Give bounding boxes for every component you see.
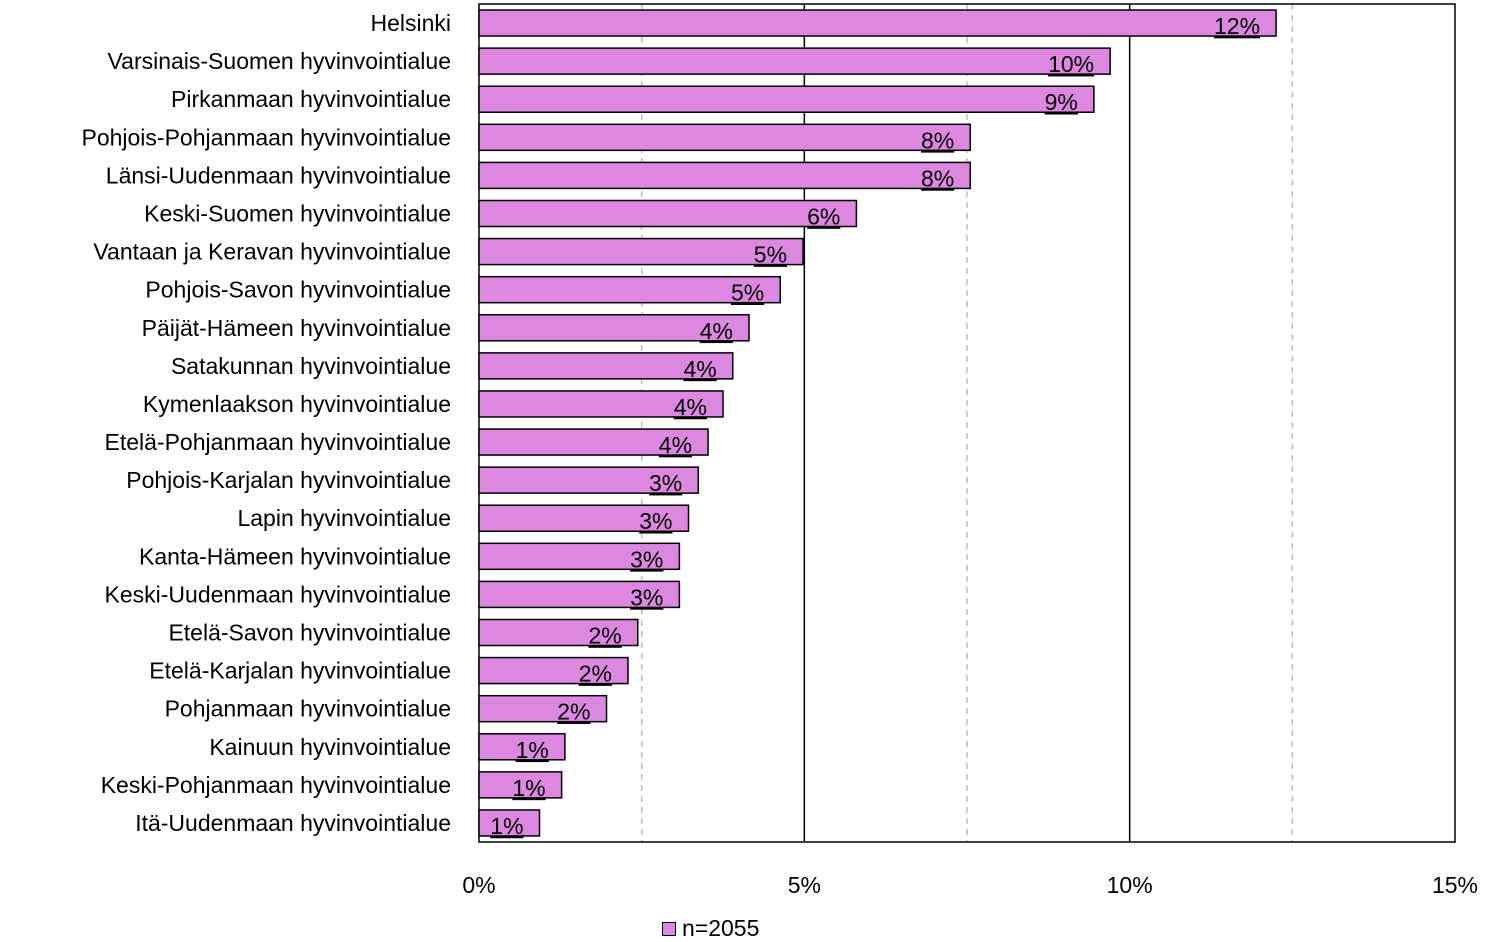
- bar: [478, 390, 724, 418]
- x-tick-label: 0%: [462, 872, 495, 898]
- data-label: 8%: [921, 165, 954, 191]
- x-tick-label: 10%: [1107, 872, 1153, 898]
- category-label: Vantaan ja Keravan hyvinvointialue: [93, 239, 451, 265]
- bar: [478, 161, 972, 190]
- category-label: Pirkanmaan hyvinvointialue: [171, 86, 451, 112]
- category-label: Pohjois-Pohjanmaan hyvinvointialue: [81, 124, 451, 150]
- bar: [478, 9, 1277, 37]
- category-label: Etelä-Karjalan hyvinvointialue: [149, 658, 451, 684]
- bar: [478, 466, 700, 494]
- bar: [478, 542, 681, 571]
- data-label: 3%: [630, 584, 663, 610]
- category-label: Etelä-Pohjanmaan hyvinvointialue: [105, 429, 452, 455]
- data-label: 1%: [490, 813, 523, 839]
- data-label: 4%: [659, 432, 692, 458]
- category-label: Itä-Uudenmaan hyvinvointialue: [135, 810, 451, 836]
- category-label: Päijät-Hämeen hyvinvointialue: [142, 315, 451, 341]
- bar: [478, 656, 629, 685]
- data-label: 9%: [1045, 89, 1078, 115]
- data-label: 5%: [731, 280, 764, 306]
- bar: [478, 809, 541, 837]
- category-label: Pohjois-Savon hyvinvointialue: [145, 277, 451, 303]
- bar: [478, 428, 709, 456]
- data-label: 1%: [516, 737, 549, 763]
- data-label: 3%: [630, 546, 663, 572]
- category-label: Pohjois-Karjalan hyvinvointialue: [126, 467, 451, 493]
- bar: [478, 771, 563, 799]
- category-label: Kymenlaakson hyvinvointialue: [143, 391, 451, 417]
- bar: [478, 314, 750, 342]
- category-label: Lapin hyvinvointialue: [237, 505, 451, 531]
- bar: [478, 504, 690, 532]
- category-label: Varsinais-Suomen hyvinvointialue: [108, 48, 451, 74]
- data-label: 4%: [700, 318, 733, 344]
- data-label: 3%: [649, 470, 682, 496]
- category-label: Länsi-Uudenmaan hyvinvointialue: [106, 162, 451, 188]
- data-label: 6%: [807, 204, 840, 230]
- category-label: Kanta-Hämeen hyvinvointialue: [139, 543, 451, 569]
- bar: [478, 47, 1111, 75]
- bar: [478, 580, 681, 609]
- category-label: Kainuun hyvinvointialue: [209, 734, 451, 760]
- data-label: 8%: [921, 127, 954, 153]
- bar: [478, 733, 566, 761]
- bar: [478, 123, 972, 152]
- bar: [478, 85, 1095, 113]
- data-label: 3%: [639, 508, 672, 534]
- data-label: 2%: [557, 699, 590, 725]
- category-label: Keski-Suomen hyvinvointialue: [144, 201, 451, 227]
- data-label: 4%: [684, 356, 717, 382]
- bar: [478, 618, 639, 647]
- category-label: Helsinki: [370, 10, 451, 36]
- category-label: Pohjanmaan hyvinvointialue: [165, 696, 451, 722]
- data-label: 1%: [512, 775, 545, 801]
- bar: [478, 352, 734, 380]
- data-label: 10%: [1048, 51, 1094, 77]
- bar: [478, 199, 858, 228]
- category-label: Keski-Pohjanmaan hyvinvointialue: [101, 772, 451, 798]
- bar: [478, 275, 782, 304]
- data-label: 4%: [674, 394, 707, 420]
- legend: n=2055: [662, 915, 759, 942]
- x-tick-label: 5%: [788, 872, 821, 898]
- legend-label: n=2055: [682, 915, 760, 941]
- data-label: 5%: [754, 242, 787, 268]
- category-label: Satakunnan hyvinvointialue: [171, 353, 451, 379]
- category-label: Etelä-Savon hyvinvointialue: [168, 620, 451, 646]
- category-label: Keski-Uudenmaan hyvinvointialue: [105, 581, 451, 607]
- data-label: 2%: [579, 661, 612, 687]
- x-tick-label: 15%: [1432, 872, 1478, 898]
- legend-swatch: [662, 921, 676, 936]
- plot-frame: [478, 3, 1456, 843]
- data-label: 12%: [1214, 13, 1260, 39]
- data-label: 2%: [589, 623, 622, 649]
- bar: [478, 237, 804, 266]
- bar: [478, 694, 608, 723]
